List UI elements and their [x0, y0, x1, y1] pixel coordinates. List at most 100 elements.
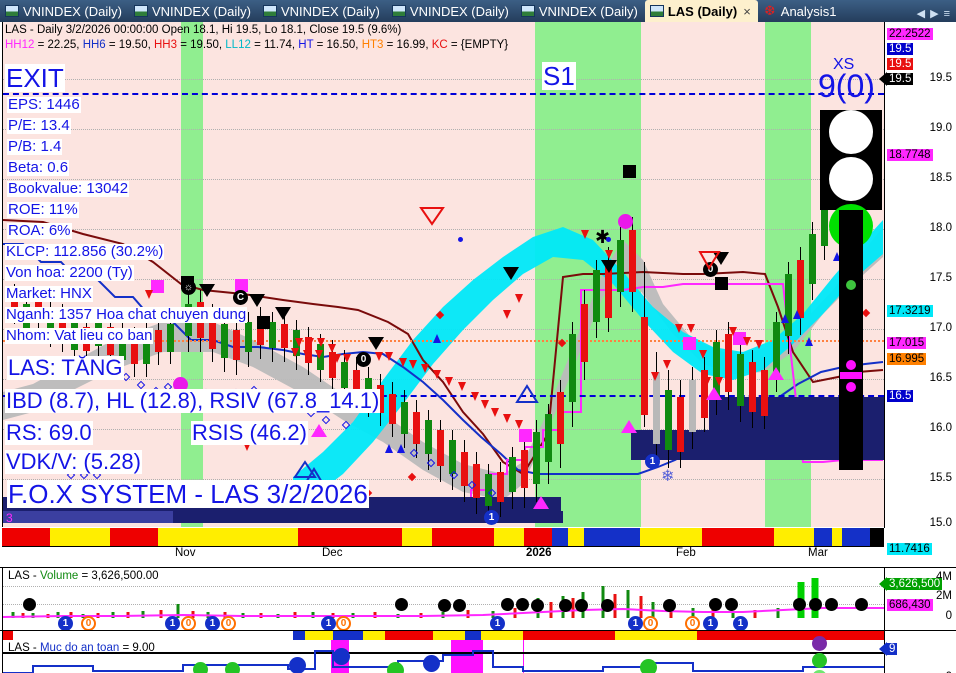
price-tick: 16.0	[929, 422, 952, 434]
fundamental-pe: P/E: 13.4	[7, 117, 71, 135]
ratings-label: IBD (8.7), HL (12.8), RSIV (67.8_14.1)	[5, 388, 381, 413]
volume-plot-area[interactable]: 1 0 1 0 1 0 1 0 1 1 0 1 0 1 LAS - Volume…	[2, 568, 884, 630]
safety-plot-area[interactable]: 1 0 1 0 1 0 1 0 1 8 1 0 1 0 1 8 L	[2, 631, 884, 673]
tab-las-daily[interactable]: LAS (Daily) ×	[644, 0, 758, 22]
traffic-light-head	[820, 110, 882, 248]
blue-arrow-up	[793, 310, 801, 319]
price-tick: 15.5	[929, 472, 952, 484]
volume-panel-label: LAS - Volume = 3,626,500.00	[8, 570, 159, 582]
red-arrow-down	[491, 408, 499, 417]
red-arrow-down	[481, 400, 489, 409]
price-tick: 19.0	[929, 122, 952, 134]
gridline	[3, 279, 884, 280]
volume-axis[interactable]: 4M 2M 0 3,626,500 686,430	[884, 568, 956, 630]
red-arrow-down	[663, 360, 671, 369]
red-arrow-down	[328, 344, 336, 353]
ht3-key: HT3	[361, 39, 384, 51]
price-tick: 16.5	[929, 372, 952, 384]
volume-bars	[3, 578, 884, 618]
red-arrow-down	[295, 338, 303, 347]
tab-vnindex-3[interactable]: VNINDEX (Daily)	[258, 0, 387, 22]
safety-zone	[451, 640, 483, 673]
tab-next-icon[interactable]: ▶	[930, 8, 939, 20]
volume-name: Volume	[39, 570, 79, 582]
ht3-line	[3, 340, 884, 342]
black-triangle-down	[503, 267, 519, 280]
safety-value: = 9.00	[119, 642, 155, 654]
red-arrow-down	[703, 377, 711, 386]
tab-label: VNINDEX (Daily)	[280, 3, 380, 19]
date-tick: Feb	[676, 547, 696, 559]
fundamental-eps: EPS: 1446	[7, 96, 81, 114]
price-tick: 15.0	[929, 517, 952, 529]
fundamental-bookvalue: Bookvalue: 13042	[7, 180, 130, 198]
red-arrow-down	[399, 358, 407, 367]
price-tick: 19.5	[929, 72, 952, 84]
marker-badge: 0	[356, 352, 371, 367]
safety-panel-label: LAS - Muc do an toan = 9.00	[8, 642, 155, 654]
black-square-marker	[257, 316, 270, 329]
magenta-square-marker	[683, 337, 696, 350]
red-arrow-down	[755, 340, 763, 349]
red-arrow-down	[333, 354, 341, 363]
red-arrow-down	[306, 338, 314, 347]
safety-axis[interactable]: 0 9	[884, 631, 956, 673]
traffic-light-widget[interactable]	[820, 107, 882, 470]
analysis-icon: ❆	[764, 3, 776, 18]
corner-number: 3	[6, 511, 13, 525]
volume-tick: 0	[945, 610, 952, 622]
price-axis[interactable]: 19.5 19.0 18.5 18.0 17.5 17.0 16.5 16.0 …	[884, 22, 956, 555]
xs-value: 9(0)	[818, 68, 875, 104]
level-17-32-marker: 17.3219	[887, 305, 933, 317]
red-arrow-down	[743, 337, 751, 346]
tab-prev-icon[interactable]: ◀	[916, 8, 926, 20]
blue-arrow-up	[781, 314, 789, 323]
level-18-77-marker: 18.7748	[887, 149, 933, 161]
tab-label: LAS (Daily)	[667, 3, 738, 19]
black-square-marker	[715, 277, 728, 290]
rs-label: RS: 69.0	[5, 420, 93, 445]
date-axis[interactable]: Nov Dec 2026 Feb Mar	[2, 546, 884, 566]
tab-vnindex-5[interactable]: VNINDEX (Daily)	[516, 0, 645, 22]
red-arrow-down	[343, 354, 351, 363]
safety-zone	[523, 640, 524, 673]
fundamental-pb: P/B: 1.4	[7, 138, 63, 156]
red-arrow-down	[315, 350, 323, 359]
close-icon[interactable]: ×	[743, 3, 751, 19]
tab-label: VNINDEX (Daily)	[23, 3, 122, 19]
black-triangle-down	[275, 307, 291, 320]
pole-dot-magenta	[846, 360, 856, 370]
gridline	[3, 429, 884, 430]
hh3-marker: 19.5	[887, 58, 914, 70]
red-arrow-down	[433, 370, 441, 379]
black-triangle-down	[368, 337, 384, 350]
price-plot-area[interactable]: ☼ C 0	[2, 22, 884, 527]
price-panel: ☼ C 0	[0, 22, 956, 555]
tab-vnindex-1[interactable]: VNINDEX (Daily)	[0, 0, 129, 22]
blue-arrow-up	[385, 444, 393, 453]
red-arrow-down	[581, 230, 589, 239]
fundamental-roa: ROA: 6%	[7, 222, 72, 240]
tab-list-icon[interactable]: ≡	[943, 7, 950, 20]
zone-box	[173, 511, 563, 523]
fundamental-vonhoa: Von hoa: 2200 (Ty)	[5, 264, 134, 282]
magenta-triangle-up	[706, 387, 722, 400]
chart-body: ☼ C 0	[0, 22, 956, 673]
tab-vnindex-2[interactable]: VNINDEX (Daily)	[129, 0, 258, 22]
tab-analysis1[interactable]: ❆ Analysis1	[758, 0, 844, 22]
tab-label: VNINDEX (Daily)	[409, 3, 509, 19]
fundamental-roe: ROE: 11%	[7, 201, 79, 219]
red-arrow-down	[317, 338, 325, 347]
red-arrow-down	[715, 377, 723, 386]
rsis-label: RSIS (46.2)	[191, 420, 308, 445]
kc-val: = {EMPTY}	[447, 39, 509, 51]
tab-vnindex-4[interactable]: VNINDEX (Daily)	[387, 0, 516, 22]
traffic-light-pole	[839, 210, 863, 470]
tab-label: VNINDEX (Daily)	[151, 3, 251, 19]
magenta-triangle-up	[533, 496, 549, 509]
fundamental-nganh: Nganh: 1357 Hoa chat chuyen dung	[5, 306, 248, 324]
hh3-val: = 19.50,	[177, 39, 226, 51]
red-arrow-down	[699, 350, 707, 359]
safety-legend-dot-lightgreen	[812, 670, 827, 673]
